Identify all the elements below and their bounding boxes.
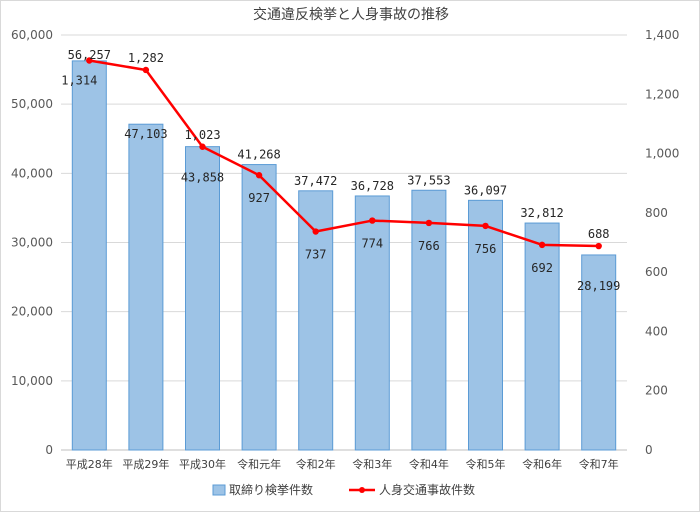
bar-series xyxy=(71,60,617,451)
x-tick-label: 令和4年 xyxy=(409,457,449,471)
line-value-label: 737 xyxy=(305,248,327,262)
y-tick-label: 50,000 xyxy=(11,97,53,111)
legend-line-marker xyxy=(359,487,365,493)
x-tick-label: 令和元年 xyxy=(237,457,281,471)
x-tick-label: 平成30年 xyxy=(179,457,226,471)
line-path xyxy=(89,59,599,248)
axes: 0 10,000 20,000 30,000 40,000 50,000 60,000 0 20… xyxy=(11,28,679,471)
line-point xyxy=(425,219,433,227)
line-point xyxy=(199,143,206,150)
bar-value-label: 28,199 xyxy=(577,279,620,293)
x-tick-label: 令和3年 xyxy=(352,457,392,471)
line-point xyxy=(312,228,319,235)
y2-tick-label: 1,400 xyxy=(645,28,679,42)
y-tick-label: 40,000 xyxy=(11,166,53,180)
y2-tick-label: 1,200 xyxy=(645,87,679,101)
y2-tick-label: 600 xyxy=(645,265,668,279)
bar xyxy=(468,199,503,451)
line-value-label: 774 xyxy=(361,237,383,251)
y-tick-label: 30,000 xyxy=(11,236,53,250)
legend-bar-swatch xyxy=(212,484,226,496)
line-value-label: 1,023 xyxy=(184,128,220,142)
bar-value-label: 56,257 xyxy=(68,48,111,62)
y2-tick-label: 200 xyxy=(645,384,668,398)
line-value-label: 1,282 xyxy=(128,51,164,65)
data-labels: 56,257 47,103 43,858 41,268 37,472 36,728 37,5… xyxy=(61,48,620,293)
line-point xyxy=(538,241,546,249)
y2-tick-label: 800 xyxy=(645,206,668,220)
x-tick-label: 平成28年 xyxy=(66,457,113,471)
x-tick-label: 令和7年 xyxy=(579,457,619,471)
bar xyxy=(411,189,447,451)
bar-value-label: 37,472 xyxy=(294,174,337,188)
line-value-label: 1,314 xyxy=(61,73,97,87)
x-tick-label: 平成29年 xyxy=(122,457,169,471)
y2-tick-label: 400 xyxy=(645,324,668,338)
legend-line-label: 人身交通事故件数 xyxy=(379,482,475,497)
bar xyxy=(185,146,220,451)
line-value-label: 766 xyxy=(418,239,440,253)
line-value-label: 756 xyxy=(475,242,497,256)
line-point xyxy=(86,57,93,64)
bar-value-label: 36,097 xyxy=(464,183,507,197)
bar-value-label: 47,103 xyxy=(124,127,167,141)
y2-tick-label: 1,000 xyxy=(645,147,679,161)
bar-value-label: 43,858 xyxy=(181,171,224,185)
y2-tick-label: 0 xyxy=(645,443,653,457)
line-point xyxy=(595,242,602,250)
y-tick-label: 20,000 xyxy=(11,305,53,319)
bar xyxy=(581,254,617,451)
line-point xyxy=(255,172,263,179)
x-tick-label: 令和2年 xyxy=(296,457,336,471)
bar xyxy=(354,195,390,451)
x-tick-label: 令和6年 xyxy=(522,457,562,471)
bar xyxy=(71,60,107,451)
y-tick-label: 0 xyxy=(45,443,53,457)
x-tick-label: 令和5年 xyxy=(466,457,506,471)
line-value-label: 692 xyxy=(531,261,553,275)
line-point xyxy=(142,66,150,74)
line-point xyxy=(482,222,489,230)
chart-title: 交通違反検挙と人身事故の推移 xyxy=(253,6,449,23)
line-value-label: 927 xyxy=(248,191,270,205)
bar xyxy=(128,123,164,451)
line-value-label: 688 xyxy=(588,227,610,241)
bar-value-label: 36,728 xyxy=(351,179,394,193)
bar-value-label: 41,268 xyxy=(237,148,280,162)
bar xyxy=(241,164,277,451)
bar-value-label: 32,812 xyxy=(520,206,563,220)
line-series xyxy=(86,57,602,250)
bar-value-label: 37,553 xyxy=(407,173,450,187)
bar xyxy=(524,222,560,451)
legend: 取締り検挙件数 人身交通事故件数 xyxy=(212,482,475,497)
y-tick-label: 60,000 xyxy=(11,28,53,42)
y-tick-label: 10,000 xyxy=(11,374,53,388)
line-point xyxy=(369,217,376,224)
legend-bar-label: 取締り検挙件数 xyxy=(229,482,313,497)
